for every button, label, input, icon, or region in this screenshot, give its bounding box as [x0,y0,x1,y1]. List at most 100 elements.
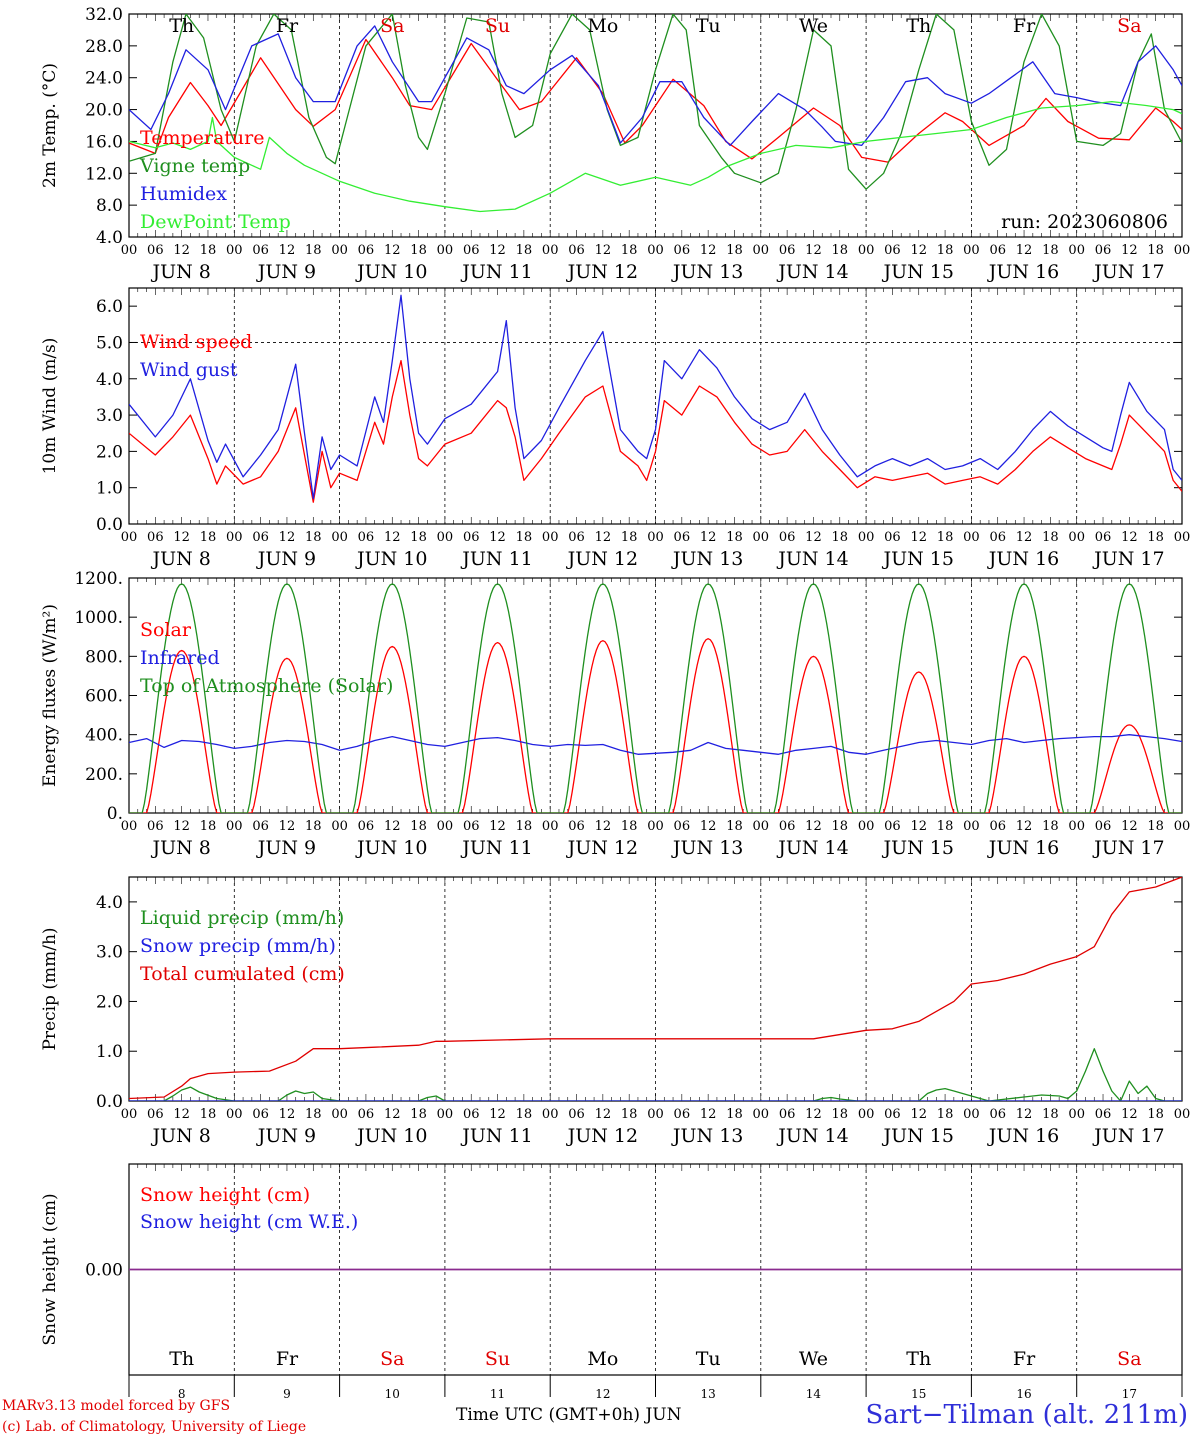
series-liquid-precip-mm-h- [129,1048,1182,1101]
hour-label: 00 [121,819,138,834]
hour-label: 12 [700,1107,717,1122]
hour-label: 00 [121,1107,138,1122]
hour-label: 06 [674,530,691,545]
date-label: JUN 15 [882,837,954,859]
y-tick-label: 0. [107,804,123,824]
series-infrared [129,734,1182,755]
hour-label: 18 [1147,819,1164,834]
hour-label: 12 [805,1107,822,1122]
hour-label: 18 [305,1107,322,1122]
hour-label: 12 [700,530,717,545]
hour-label: 18 [1042,1107,1059,1122]
hour-label: 12 [173,243,190,258]
hour-label: 18 [937,530,954,545]
hour-label: 12 [595,1107,612,1122]
hour-label: 00 [858,243,875,258]
y-tick-label: 200. [85,765,123,785]
y-tick-label: 2.0 [96,992,123,1012]
hour-label: 12 [910,819,927,834]
hour-label: 06 [989,819,1006,834]
hour-label: 18 [726,819,743,834]
legend-entry: Liquid precip (mm/h) [140,907,344,929]
date-label: JUN 16 [987,1125,1059,1147]
y-tick-label: 28.0 [85,37,123,57]
legend-entry: Wind speed [140,331,252,353]
series-group [129,294,1182,503]
hour-label: 06 [884,819,901,834]
date-label: JUN 12 [566,837,638,859]
date-label: 11 [490,1387,505,1401]
credit-line-2: (c) Lab. of Climatology, University of L… [2,1419,307,1435]
hour-label: 00 [1174,1107,1191,1122]
hour-label: 06 [1095,530,1112,545]
hour-label: 06 [463,1107,480,1122]
legend-entry: Humidex [140,183,227,205]
series-wind-speed [129,359,1182,503]
hour-label: 06 [779,819,796,834]
hour-label: 00 [1068,1107,1085,1122]
hour-label: 06 [884,1107,901,1122]
hour-label: 18 [832,530,849,545]
hour-label: 00 [858,1107,875,1122]
hour-label: 18 [621,1107,638,1122]
hour-label: 00 [963,1107,980,1122]
y-tick-label: 800. [85,647,123,667]
hour-label: 00 [858,530,875,545]
hour-label: 00 [858,819,875,834]
date-label: JUN 12 [566,261,638,283]
hour-label: 00 [647,243,664,258]
hour-label: 12 [173,530,190,545]
hour-label: 12 [1121,1107,1138,1122]
hour-label: 00 [331,1107,348,1122]
hour-label: 00 [647,1107,664,1122]
day-of-week-label: Sa [1117,1348,1141,1370]
date-label: JUN 16 [987,837,1059,859]
hour-label: 18 [305,530,322,545]
day-of-week-label: Fr [276,1348,299,1370]
y-tick-label: 1000. [74,608,123,628]
date-label: JUN 12 [566,548,638,570]
panel-2 [128,287,1183,525]
date-label: JUN 9 [256,261,316,283]
series-group [129,877,1182,1101]
hour-label: 18 [832,1107,849,1122]
y-tick-label: 1200. [74,569,123,589]
hour-label: 18 [726,530,743,545]
hour-label: 06 [568,1107,585,1122]
hour-label: 00 [542,1107,559,1122]
y-axis-label: Snow height (cm) [40,1193,60,1345]
y-tick-label: 16.0 [85,132,123,152]
day-of-week-label: Mo [587,1348,618,1370]
hour-label: 06 [358,819,375,834]
date-label: 15 [911,1387,926,1401]
series-wind-gust [129,294,1182,500]
hour-label: 06 [1095,819,1112,834]
hour-label: 12 [279,1107,296,1122]
day-of-week-label: We [799,1348,828,1370]
hour-label: 18 [200,819,217,834]
date-label: JUN 17 [1092,548,1164,570]
date-label: JUN 16 [987,548,1059,570]
hour-label: 12 [805,819,822,834]
hour-label: 06 [147,1107,164,1122]
hour-label: 18 [621,243,638,258]
hour-label: 06 [358,1107,375,1122]
hour-label: 06 [674,819,691,834]
hour-label: 06 [989,530,1006,545]
hour-label: 18 [726,243,743,258]
panel-5 [128,1163,1183,1397]
hour-label: 18 [937,243,954,258]
hour-label: 06 [463,530,480,545]
hour-label: 18 [1042,819,1059,834]
date-label: 10 [385,1387,400,1401]
hour-label: 18 [410,1107,427,1122]
legend-entry: Wind gust [140,359,238,381]
credit-line-1: MARv3.13 model forced by GFS [2,1398,231,1414]
date-label: JUN 10 [355,548,427,570]
hour-label: 00 [542,819,559,834]
date-label: JUN 10 [355,261,427,283]
day-of-week-label: Su [485,15,510,37]
day-of-week-label: We [799,15,828,37]
hour-label: 12 [384,819,401,834]
date-label: JUN 10 [355,1125,427,1147]
